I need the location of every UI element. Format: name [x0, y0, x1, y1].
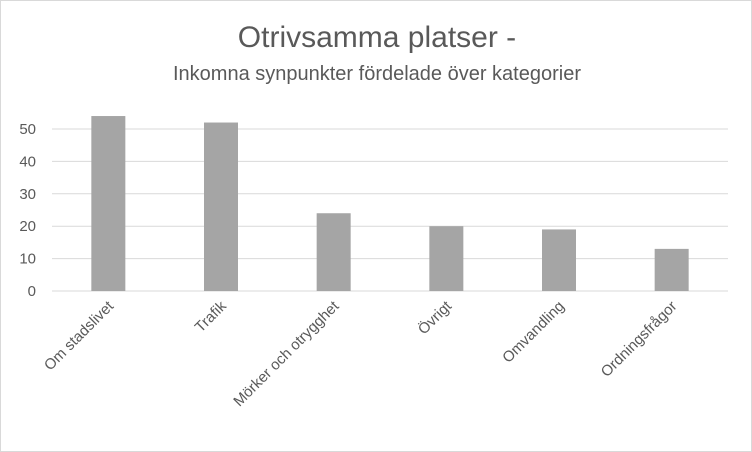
- x-tick-label: Övrigt: [414, 297, 456, 339]
- x-tick-label: Mörker och otrygghet: [230, 297, 343, 410]
- x-tick-label: Ordningsfrågor: [598, 298, 681, 381]
- bar: [316, 213, 351, 291]
- chart-title: Otrivsamma platser -: [237, 21, 517, 54]
- bar: [654, 248, 689, 291]
- bar: [204, 122, 238, 292]
- y-tick-label: 50: [19, 121, 36, 138]
- x-tick-label: Om stadslivet: [41, 297, 118, 374]
- bar: [91, 116, 126, 291]
- bar: [542, 229, 576, 291]
- y-tick-label: 10: [19, 251, 36, 268]
- x-tick-label: Trafik: [192, 297, 230, 335]
- chart-subtitle: Inkomna synpunkter fördelade över katego…: [172, 63, 581, 85]
- y-tick-label: 40: [19, 153, 36, 170]
- x-tick-label: Omvandling: [499, 298, 568, 367]
- y-tick-label: 20: [19, 218, 36, 235]
- y-tick-label: 30: [19, 186, 36, 203]
- y-tick-label: 0: [28, 283, 36, 300]
- bar: [429, 226, 464, 291]
